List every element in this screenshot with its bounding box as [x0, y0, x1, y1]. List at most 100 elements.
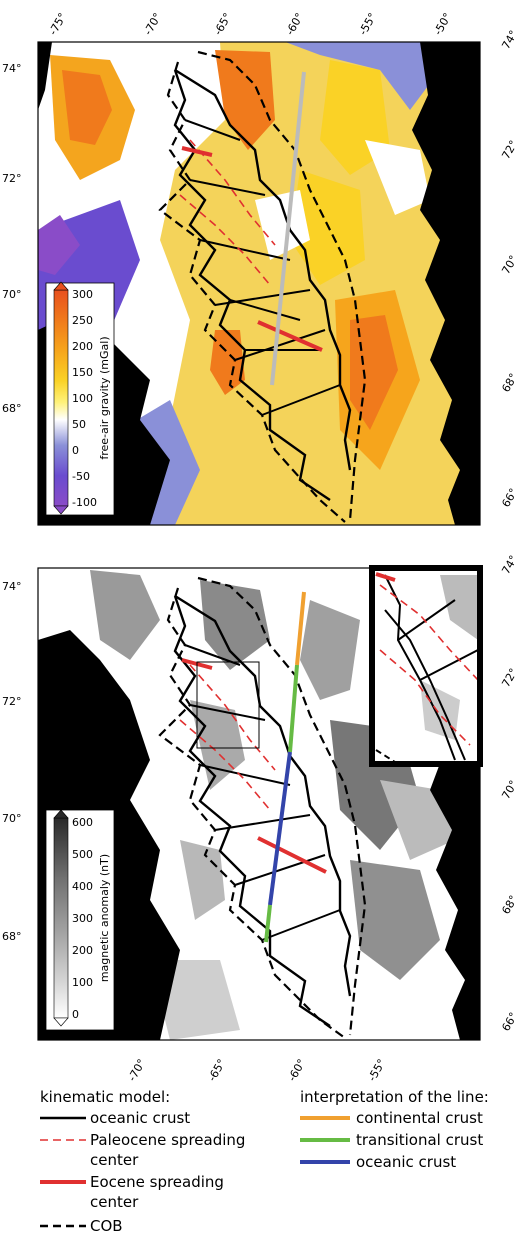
greenland-land — [412, 42, 480, 525]
oceanic-crust-east — [174, 68, 352, 471]
magnetic-colorbar: 600 500 400 300 200 100 0 magnetic anomaly (nT… — [45, 809, 115, 1031]
lat-label: 70° — [2, 288, 22, 301]
lat-label: 68° — [499, 893, 520, 916]
lon-label: -65° — [205, 1057, 228, 1084]
oceanic-crust-segment — [268, 751, 292, 906]
gravity-kinematic-overlay — [158, 50, 367, 523]
gravity-colorbar: 300 250 200 150 100 50 0 -50 -100 free-air gravi… — [45, 281, 115, 516]
colorbar-tick-label: 100 — [72, 392, 93, 405]
paleocene-spreading-top-1 — [189, 139, 276, 246]
legend-oceanic-line-label: oceanic crust — [356, 1153, 456, 1171]
lon-label: -70° — [141, 11, 164, 38]
lat-label: 72° — [499, 138, 520, 161]
lon-label: -50° — [431, 11, 454, 38]
lat-label: 68° — [2, 930, 22, 943]
legend-paleocene-label-2: center — [90, 1151, 139, 1169]
lon-label: -55° — [356, 11, 379, 38]
lat-label: 66° — [499, 486, 520, 509]
gravity-profile-line — [270, 71, 306, 386]
gravity-map-panel: 300 250 200 150 100 50 0 -50 -100 free-air gravi… — [2, 11, 520, 526]
transitional-crust-segment — [288, 664, 299, 753]
gravity-top-lon-labels: -75° -70° -65° -60° -55° -50° — [46, 11, 454, 38]
lon-label: -75° — [46, 11, 69, 38]
colorbar-tick-label: 500 — [72, 848, 93, 861]
transform-faults-top — [184, 119, 341, 416]
oceanic-crust-east-mag — [174, 594, 352, 997]
colorbar-tick-label: 150 — [72, 366, 93, 379]
lon-label: -55° — [365, 1057, 388, 1084]
gravity-right-lat-labels: 74° 72° 70° 68° 66° — [499, 28, 520, 509]
eocene-spreading-bot-2 — [257, 836, 327, 874]
colorbar-tick-label: 300 — [72, 288, 93, 301]
magnetic-colorbar-ticks: 600 500 400 300 200 100 0 — [72, 816, 93, 1021]
legend-eocene-label-2: center — [90, 1193, 139, 1211]
inset-location-box — [196, 661, 260, 749]
lon-label: -60° — [285, 1057, 308, 1084]
colorbar-tick-label: 400 — [72, 880, 93, 893]
lat-label: 72° — [499, 666, 520, 689]
lat-label: 70° — [499, 778, 520, 801]
magnetic-colorbar-bottom-arrow — [53, 1017, 69, 1027]
gravity-colorbar-ticks: 300 250 200 150 100 50 0 -50 -100 — [72, 288, 97, 509]
gravity-colorbar-scale — [53, 289, 69, 507]
colorbar-tick-label: 250 — [72, 314, 93, 327]
gravity-field — [38, 42, 480, 525]
lat-label: 72° — [2, 172, 22, 185]
oceanic-crust-west-mag — [173, 595, 331, 1027]
colorbar-tick-label: 200 — [72, 340, 93, 353]
colorbar-tick-label: 50 — [72, 418, 86, 431]
lon-label: -60° — [283, 11, 306, 38]
magnetic-colorbar-title: magnetic anomaly (nT) — [98, 854, 111, 982]
magnetic-map-frame — [37, 567, 481, 1041]
legend-right-title: interpretation of the line: — [300, 1088, 489, 1106]
oceanic-crust-west — [173, 69, 331, 501]
lat-label: 68° — [2, 402, 22, 415]
legend-left-title: kinematic model: — [40, 1088, 170, 1106]
magnetic-right-lat-labels: 74° 72° 70° 68° 66° — [499, 553, 520, 1033]
lat-label: 72° — [2, 695, 22, 708]
eocene-spreading-top-1 — [181, 146, 213, 157]
lon-label: -65° — [211, 11, 234, 38]
lat-label: 66° — [499, 1010, 520, 1033]
transform-faults-bottom — [184, 644, 341, 941]
lat-label: 74° — [2, 62, 22, 75]
lat-label: 68° — [499, 371, 520, 394]
colorbar-tick-label: 100 — [72, 976, 93, 989]
colorbar-tick-label: 600 — [72, 816, 93, 829]
gravity-left-lat-labels: 74° 72° 70° 68° — [2, 62, 22, 415]
transitional-crust-segment-south — [264, 904, 272, 943]
colorbar-tick-label: 200 — [72, 944, 93, 957]
legend-paleocene-label: Paleocene spreading — [90, 1131, 245, 1149]
legend-continental-label: continental crust — [356, 1109, 483, 1127]
gravity-colorbar-bottom-arrow — [53, 505, 69, 515]
legend: kinematic model: oceanic crust Paleocene… — [40, 1088, 489, 1235]
continental-crust-segment — [295, 591, 306, 666]
gravity-colorbar-top-arrow — [53, 281, 69, 291]
magnetic-colorbar-top-arrow — [53, 809, 69, 819]
colorbar-tick-label: 0 — [72, 444, 79, 457]
lat-label: 74° — [499, 28, 520, 51]
lat-label: 70° — [2, 812, 22, 825]
colorbar-tick-label: -50 — [72, 470, 90, 483]
magnetic-bottom-lon-labels: -70° -65° -60° -55° — [125, 1057, 388, 1084]
colorbar-tick-label: -100 — [72, 496, 97, 509]
magnetic-map-panel: 600 500 400 300 200 100 0 magnetic anomaly (nT… — [2, 553, 520, 1084]
legend-transitional-label: transitional crust — [356, 1131, 483, 1149]
magnetic-left-lat-labels: 74° 72° 70° 68° — [2, 580, 22, 943]
gravity-colorbar-title: free-air gravity (mGal) — [98, 336, 111, 459]
eocene-spreading-top-2 — [257, 320, 323, 352]
paleocene-spreading-bot-2 — [179, 719, 271, 811]
paleocene-spreading-top-2 — [179, 194, 271, 286]
colorbar-tick-label: 300 — [72, 912, 93, 925]
gravity-map-frame — [37, 41, 481, 526]
magnetic-kinematic-overlay — [158, 576, 367, 1039]
magnetic-colorbar-scale — [53, 817, 69, 1019]
lat-label: 74° — [2, 580, 22, 593]
cob-east-line-mag — [197, 576, 367, 1036]
legend-oceanic-label: oceanic crust — [90, 1109, 190, 1127]
lat-label: 74° — [499, 553, 520, 576]
lat-label: 70° — [499, 253, 520, 276]
legend-cob-label: COB — [90, 1217, 123, 1235]
paleocene-spreading-bot-1 — [189, 664, 276, 771]
